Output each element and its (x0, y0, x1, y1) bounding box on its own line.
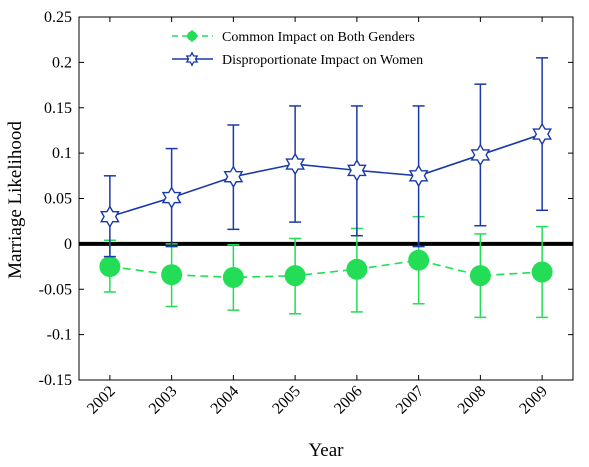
x-axis-title: Year (308, 440, 344, 461)
legend-label-women: Disproportionate Impact on Women (222, 53, 423, 68)
data-point (285, 152, 305, 176)
x-tick-label: 2008 (455, 383, 490, 418)
x-tick-label: 2006 (331, 383, 366, 418)
data-point (469, 265, 491, 287)
legend: Common Impact on Both Genders Disproport… (168, 24, 463, 70)
data-point (408, 249, 430, 271)
y-tick-label: 0.25 (44, 9, 72, 26)
data-point (161, 264, 183, 286)
data-point (284, 265, 306, 287)
series-1 (100, 57, 552, 258)
legend-marker-common (187, 31, 197, 41)
data-point (222, 266, 244, 288)
y-axis-title: Marriage Likelihood (5, 121, 26, 279)
x-tick-label: 2005 (269, 383, 304, 418)
data-point (531, 261, 553, 283)
data-point (346, 258, 368, 280)
x-tick-label: 2007 (393, 383, 428, 418)
x-tick-label: 2002 (84, 383, 119, 418)
y-tick-label: -0.1 (47, 327, 72, 344)
data-point (408, 164, 429, 188)
data-point (100, 205, 120, 229)
y-tick-label: 0.1 (52, 145, 72, 162)
data-point (161, 186, 182, 209)
x-tick-label: 2003 (146, 383, 181, 418)
legend-label-common: Common Impact on Both Genders (222, 30, 415, 45)
x-tick-label: 2009 (516, 383, 551, 418)
data-point (347, 158, 367, 182)
data-point (223, 165, 244, 189)
y-tick-label: -0.05 (39, 281, 72, 298)
series-0 (99, 215, 553, 319)
y-tick-label: 0.15 (44, 100, 72, 117)
legend-box (168, 24, 463, 70)
y-tick-label: 0.2 (52, 54, 72, 71)
y-tick-label: -0.15 (39, 372, 72, 389)
legend-marker-women (185, 51, 199, 67)
y-tick-label: 0 (64, 236, 72, 253)
plot-area-frame (78, 16, 574, 381)
data-point (532, 122, 552, 146)
y-tick-label: 0.05 (44, 191, 72, 208)
data-point (99, 256, 121, 278)
x-tick-label: 2004 (208, 383, 243, 418)
series-line (109, 133, 543, 218)
data-point (470, 143, 491, 167)
